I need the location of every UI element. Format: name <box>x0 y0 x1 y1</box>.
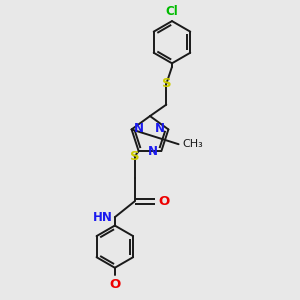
Text: N: N <box>155 122 165 135</box>
Text: N: N <box>148 146 158 158</box>
Text: N: N <box>134 122 144 135</box>
Text: O: O <box>109 278 120 291</box>
Text: S: S <box>162 77 172 91</box>
Text: O: O <box>159 195 170 208</box>
Text: CH₃: CH₃ <box>182 139 203 149</box>
Text: S: S <box>130 150 140 163</box>
Text: Cl: Cl <box>166 5 178 18</box>
Text: HN: HN <box>93 211 112 224</box>
